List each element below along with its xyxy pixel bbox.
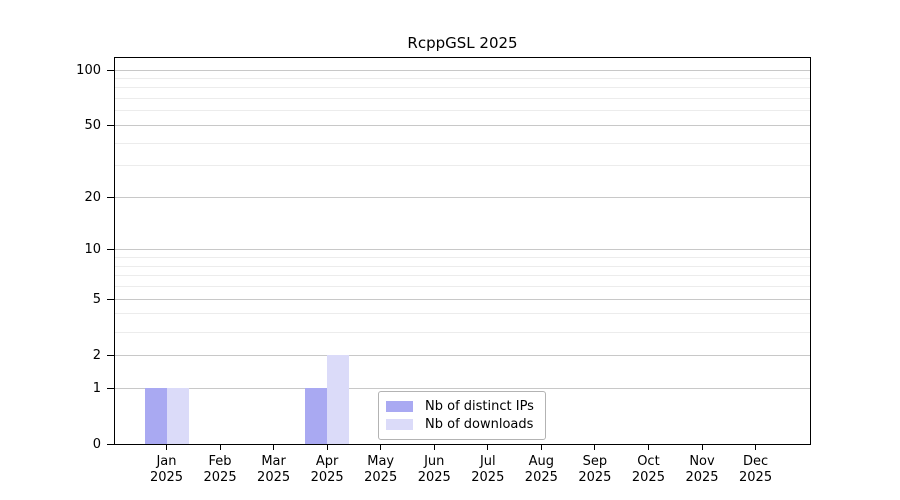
y-gridline-minor: [115, 265, 810, 267]
x-axis-tick-label-year: 2025: [149, 470, 184, 485]
y-axis-tick: [107, 196, 114, 198]
x-axis-tick-label-month: Sep: [582, 454, 608, 469]
y-gridline-major: [115, 298, 810, 300]
plot-area: [114, 57, 811, 445]
y-axis-tick-label: 10: [84, 242, 101, 258]
x-axis-tick: [433, 445, 435, 450]
y-axis-tick: [107, 124, 114, 126]
y-axis-tick-label: 2: [92, 347, 101, 363]
y-axis-tick: [107, 249, 114, 251]
legend-swatch-distinct-ips: [386, 401, 413, 412]
x-axis-tick-label-year: 2025: [578, 470, 612, 485]
y-axis-tick-label: 5: [92, 291, 101, 307]
x-axis-tick-label-month: Jul: [479, 454, 496, 469]
bar-distinct-ips: [305, 387, 328, 444]
x-axis-tick-label-year: 2025: [364, 470, 398, 485]
y-gridline-minor: [115, 257, 810, 259]
y-axis-tick-label: 0: [92, 437, 101, 452]
y-gridline-major: [115, 249, 810, 251]
x-axis-tick: [380, 445, 382, 450]
bar-distinct-ips: [144, 387, 167, 444]
x-axis-tick-label-year: 2025: [417, 470, 451, 485]
y-gridline-major: [115, 69, 810, 71]
y-gridline-minor: [115, 275, 810, 277]
x-axis-tick-label-month: Oct: [637, 454, 660, 469]
legend-label-distinct-ips: Nb of distinct IPs: [425, 399, 534, 414]
bar-downloads: [327, 354, 350, 444]
x-axis-tick-label-year: 2025: [685, 470, 719, 485]
x-axis-tick-label-month: Aug: [528, 454, 555, 469]
y-axis-tick: [107, 444, 114, 445]
x-axis-tick: [166, 445, 167, 450]
y-axis-tick: [107, 387, 114, 389]
y-gridline-minor: [115, 331, 810, 333]
x-axis-tick: [594, 445, 596, 450]
x-axis-tick-label-month: Dec: [742, 454, 769, 469]
x-axis-tick-label-month: Feb: [208, 454, 232, 469]
x-axis-tick-label-month: Jan: [156, 454, 177, 469]
y-axis-tick: [107, 354, 114, 356]
legend-swatch-downloads: [386, 419, 413, 430]
x-axis-tick-label-year: 2025: [739, 470, 773, 485]
legend-row: Nb of distinct IPs: [386, 398, 537, 415]
x-axis-tick: [647, 445, 649, 450]
x-axis-tick: [326, 445, 328, 450]
x-axis-tick-label-month: May: [367, 454, 395, 469]
y-axis-tick: [107, 298, 114, 300]
x-axis-tick: [487, 445, 489, 450]
y-gridline-minor: [115, 110, 810, 112]
x-axis-tick-label-year: 2025: [524, 470, 558, 485]
x-axis-tick-label-year: 2025: [203, 470, 237, 485]
y-gridline-minor: [115, 77, 810, 79]
y-axis-tick-label: 20: [84, 189, 101, 205]
bar-downloads: [166, 387, 189, 444]
legend-label-downloads: Nb of downloads: [425, 417, 534, 432]
y-axis-tick: [107, 69, 114, 71]
x-axis-tick-label-year: 2025: [310, 470, 344, 485]
legend: Nb of distinct IPs Nb of downloads: [378, 391, 546, 440]
y-gridline-major: [115, 387, 810, 389]
y-axis-tick-label: 100: [76, 62, 101, 78]
x-axis-tick-label-year: 2025: [631, 470, 665, 485]
y-gridline-minor: [115, 286, 810, 288]
x-axis-tick-label-month: Apr: [315, 454, 339, 469]
x-axis-tick: [540, 445, 542, 450]
y-gridline-minor: [115, 313, 810, 315]
chart-title: RcppGSL 2025: [407, 34, 518, 52]
y-gridline-minor: [115, 98, 810, 100]
x-axis-tick-label-month: Mar: [261, 454, 286, 469]
x-axis-tick-label-month: Jun: [424, 454, 445, 469]
x-axis-tick: [219, 445, 221, 450]
x-axis-tick-label-year: 2025: [257, 470, 291, 485]
x-axis-tick-label-year: 2025: [471, 470, 505, 485]
y-gridline-major: [115, 354, 810, 356]
y-axis-tick-label: 1: [92, 380, 101, 396]
x-axis-tick-label-month: Nov: [689, 454, 715, 469]
y-gridline-minor: [115, 165, 810, 167]
y-gridline-minor: [115, 87, 810, 89]
y-axis-tick-label: 50: [84, 117, 101, 133]
y-gridline-major: [115, 124, 810, 126]
x-axis-tick: [273, 445, 275, 450]
y-gridline-minor: [115, 142, 810, 144]
legend-row: Nb of downloads: [386, 416, 537, 433]
y-gridline-major: [115, 196, 810, 198]
x-axis-tick: [701, 445, 703, 450]
x-axis-tick: [755, 445, 757, 450]
